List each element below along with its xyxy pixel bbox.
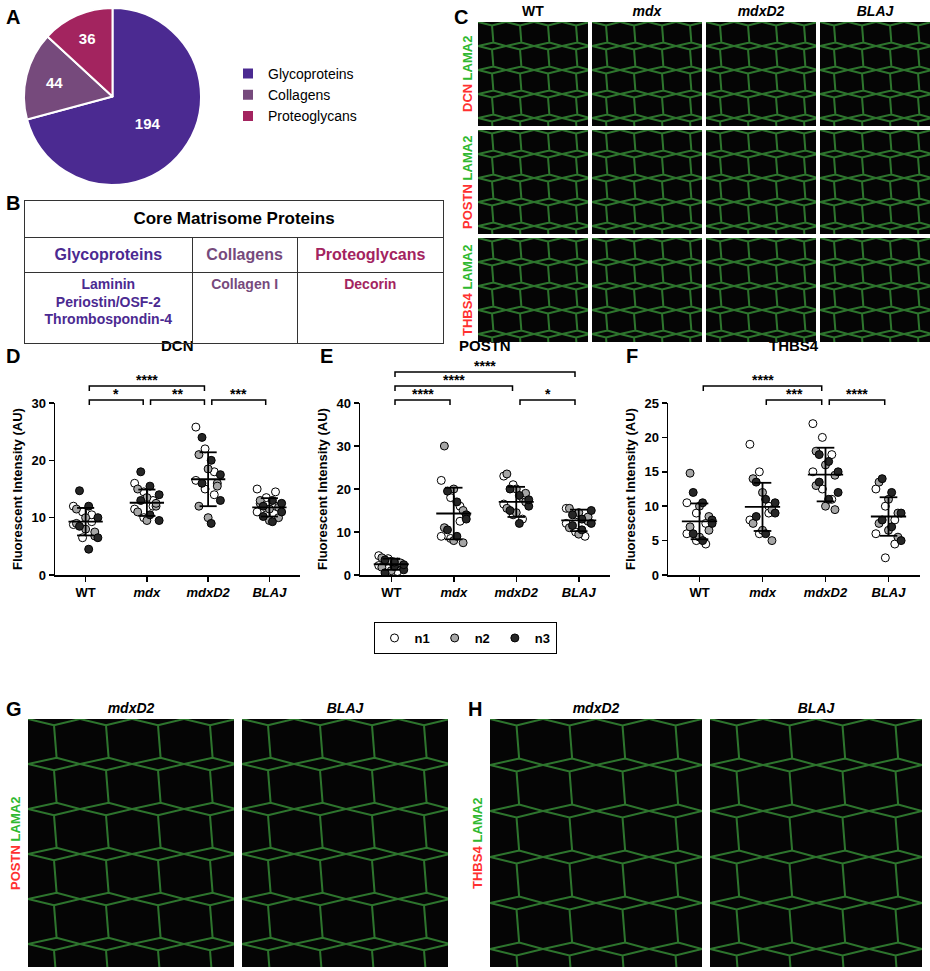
svg-text:G: G <box>6 698 22 720</box>
svg-text:n3: n3 <box>535 631 550 646</box>
svg-text:Glycoproteins: Glycoproteins <box>268 66 354 82</box>
svg-text:Fluorescent Intensity (AU): Fluorescent Intensity (AU) <box>623 408 638 570</box>
svg-text:n2: n2 <box>475 631 490 646</box>
svg-text:36: 36 <box>79 30 96 47</box>
svg-text:194: 194 <box>135 115 161 132</box>
svg-text:20: 20 <box>31 453 45 468</box>
svg-text:40: 40 <box>336 396 350 411</box>
svg-text:D: D <box>6 345 20 367</box>
svg-text:20: 20 <box>336 482 350 497</box>
svg-text:Proteoglycans: Proteoglycans <box>268 108 357 124</box>
html-text:Core Matrisome Proteins: Core Matrisome Proteins <box>133 209 335 229</box>
svg-text:***: *** <box>786 386 803 402</box>
svg-text:Fluorescent Intensity (AU): Fluorescent Intensity (AU) <box>315 408 330 570</box>
svg-text:30: 30 <box>336 439 350 454</box>
svg-text:Collagens: Collagens <box>268 87 330 103</box>
svg-text:C: C <box>454 6 468 28</box>
svg-text:****: **** <box>136 372 158 388</box>
svg-text:***: *** <box>230 386 247 402</box>
svg-text:n1: n1 <box>415 631 430 646</box>
svg-text:0: 0 <box>39 568 46 583</box>
svg-text:10: 10 <box>336 525 350 540</box>
html-text:Laminin: Laminin <box>81 276 136 292</box>
svg-text:Fluorescent Intensity (AU): Fluorescent Intensity (AU) <box>10 408 25 570</box>
html-text:BLAJ: BLAJ <box>797 700 835 716</box>
html-text:POSTN: POSTN <box>459 183 475 229</box>
html-text:BLAJ: BLAJ <box>326 700 364 716</box>
svg-text:WT: WT <box>76 585 96 600</box>
svg-text:A: A <box>6 6 20 28</box>
svg-text:****: **** <box>412 386 434 402</box>
html-text:mdxD2: mdxD2 <box>737 3 785 19</box>
svg-text:F: F <box>626 345 638 367</box>
html-text:Glycoproteins: Glycoproteins <box>54 246 163 263</box>
html-text:LAMA2: LAMA2 <box>459 135 475 184</box>
svg-text:5: 5 <box>652 533 659 548</box>
html-text:POSTN: POSTN <box>7 844 23 890</box>
html-text:DCN: DCN <box>459 84 475 113</box>
svg-text:WT: WT <box>689 585 709 600</box>
svg-text:****: **** <box>846 386 868 402</box>
html-text:WT: WT <box>522 3 544 19</box>
svg-text:20: 20 <box>644 430 658 445</box>
html-text:Thrombospondin-4: Thrombospondin-4 <box>44 311 173 327</box>
html-text:Periostin/OSF-2: Periostin/OSF-2 <box>55 293 161 310</box>
html-text:THBS4: THBS4 <box>459 292 475 336</box>
html-text:Proteoglycans: Proteoglycans <box>315 246 426 263</box>
svg-text:mdxD2: mdxD2 <box>186 585 230 600</box>
svg-text:B: B <box>6 192 20 214</box>
svg-text:BLAJ: BLAJ <box>562 585 597 600</box>
svg-text:mdx: mdx <box>749 585 777 600</box>
svg-text:10: 10 <box>644 499 658 514</box>
svg-text:****: **** <box>443 372 465 388</box>
html-text:THBS4: THBS4 <box>469 845 485 889</box>
svg-text:0: 0 <box>344 568 351 583</box>
svg-text:mdx: mdx <box>440 585 468 600</box>
svg-text:BLAJ: BLAJ <box>872 585 907 600</box>
html-text:Collagen I: Collagen I <box>211 276 278 292</box>
html-text:LAMA2: LAMA2 <box>459 244 475 293</box>
svg-text:mdxD2: mdxD2 <box>804 585 848 600</box>
svg-text:mdxD2: mdxD2 <box>495 585 539 600</box>
html-text:Collagens: Collagens <box>206 246 283 263</box>
svg-text:DCN: DCN <box>161 337 194 354</box>
svg-text:10: 10 <box>31 510 45 525</box>
svg-text:****: **** <box>752 372 774 388</box>
svg-text:POSTN: POSTN <box>459 337 511 354</box>
html-text:mdxD2: mdxD2 <box>107 700 155 716</box>
svg-text:THBS4: THBS4 <box>769 337 819 354</box>
html-text:Decorin: Decorin <box>344 276 397 292</box>
html-text:LAMA2: LAMA2 <box>469 797 485 846</box>
svg-text:****: **** <box>474 358 496 374</box>
svg-text:WT: WT <box>381 585 401 600</box>
svg-text:mdx: mdx <box>134 585 162 600</box>
html-text:LAMA2: LAMA2 <box>7 796 23 845</box>
svg-text:E: E <box>320 345 333 367</box>
svg-text:*: * <box>545 386 551 402</box>
svg-text:*: * <box>113 386 119 402</box>
svg-text:BLAJ: BLAJ <box>252 585 287 600</box>
svg-text:15: 15 <box>644 464 658 479</box>
html-text:mdxD2: mdxD2 <box>572 700 620 716</box>
svg-text:44: 44 <box>46 74 63 91</box>
svg-text:H: H <box>468 698 482 720</box>
svg-text:0: 0 <box>652 568 659 583</box>
html-text:mdx: mdx <box>632 3 662 19</box>
html-text:BLAJ: BLAJ <box>856 3 894 19</box>
svg-text:**: ** <box>172 386 183 402</box>
svg-text:30: 30 <box>31 396 45 411</box>
html-text:LAMA2: LAMA2 <box>459 35 475 85</box>
svg-text:25: 25 <box>644 396 658 411</box>
